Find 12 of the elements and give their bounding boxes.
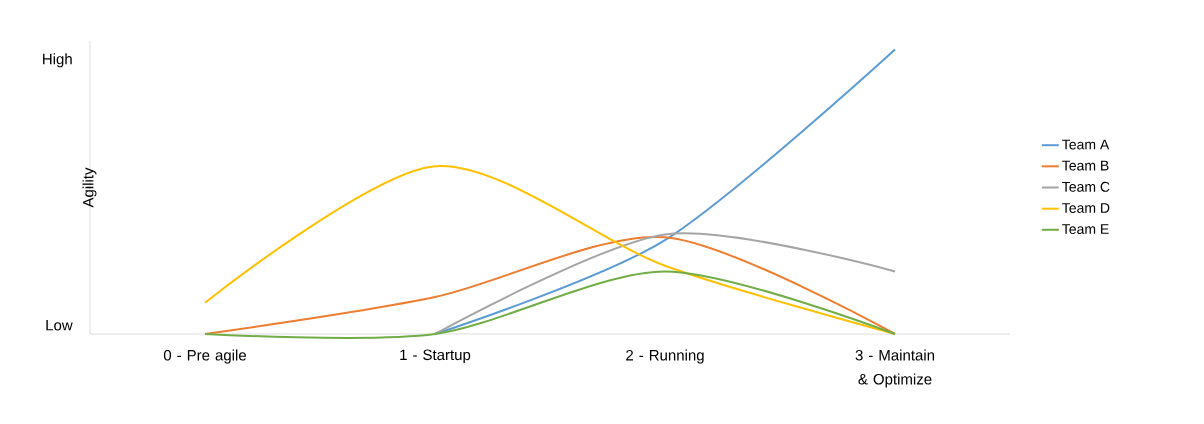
legend-label: Team C	[1062, 181, 1110, 192]
x-tick-label: 1 - Startup	[400, 349, 471, 364]
y-axis-title: Agility	[82, 167, 97, 208]
text: Low	[46, 320, 73, 331]
x-tick-label: 2 - Running	[626, 349, 704, 364]
legend-label: Team B	[1062, 160, 1109, 171]
legend-label: Team A	[1062, 139, 1110, 150]
legend-label: Team E	[1062, 224, 1109, 234]
text: High	[43, 53, 72, 68]
legend-label: Team D	[1062, 203, 1110, 213]
x-tick-label: 0 - Pre agile	[163, 349, 246, 364]
x-tick-label: 3 - Maintain & Optimize	[855, 349, 935, 388]
